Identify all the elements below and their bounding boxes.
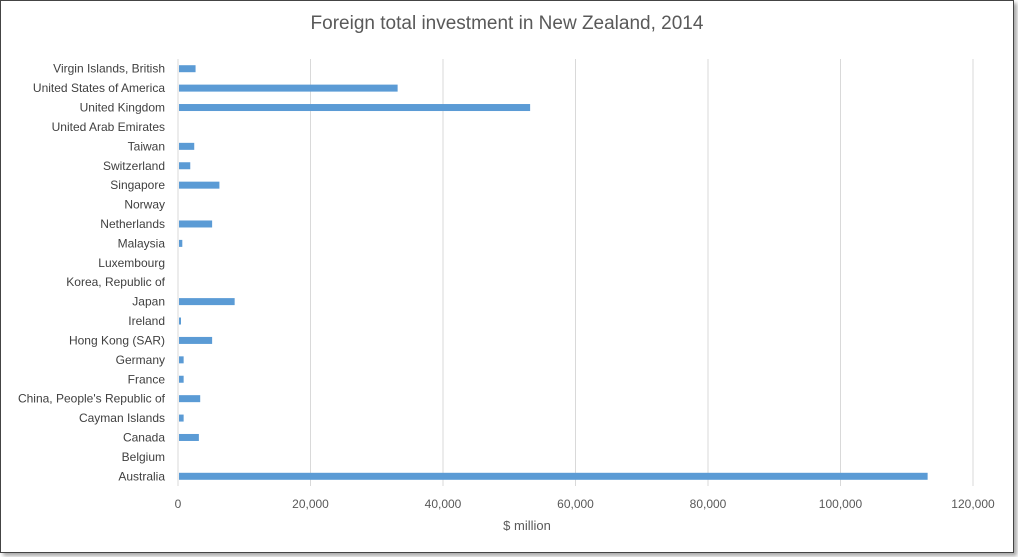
category-label: United Kingdom bbox=[80, 101, 165, 115]
bar bbox=[179, 298, 235, 306]
category-label: Korea, Republic of bbox=[66, 275, 165, 289]
category-label: Switzerland bbox=[103, 159, 165, 173]
x-tick-label: 20,000 bbox=[292, 497, 329, 511]
bar bbox=[179, 375, 184, 383]
bar bbox=[179, 395, 201, 403]
category-label: Australia bbox=[118, 469, 165, 483]
x-tick-label: 120,000 bbox=[951, 497, 995, 511]
bar bbox=[179, 220, 213, 228]
category-label: Singapore bbox=[110, 178, 165, 192]
bar bbox=[179, 181, 220, 189]
chart-title: Foreign total investment in New Zealand,… bbox=[310, 13, 704, 34]
category-label: Virgin Islands, British bbox=[53, 62, 165, 76]
category-label: Ireland bbox=[128, 314, 165, 328]
category-label: Japan bbox=[132, 295, 165, 309]
bar bbox=[179, 356, 184, 364]
category-label: Taiwan bbox=[128, 139, 165, 153]
category-label: Malaysia bbox=[118, 236, 166, 250]
category-label: Belgium bbox=[122, 450, 165, 464]
bar bbox=[179, 336, 213, 344]
category-label: Luxembourg bbox=[98, 256, 165, 270]
category-label: Netherlands bbox=[100, 217, 165, 231]
category-label: United Arab Emirates bbox=[52, 120, 165, 134]
x-tick-label: 40,000 bbox=[425, 497, 462, 511]
bar bbox=[179, 84, 398, 92]
x-tick-label: 80,000 bbox=[690, 497, 727, 511]
category-label: Norway bbox=[124, 198, 165, 212]
x-tick-label: 100,000 bbox=[819, 497, 863, 511]
category-label: Cayman Islands bbox=[79, 411, 165, 425]
category-label: France bbox=[128, 372, 166, 386]
category-label: China, People's Republic of bbox=[18, 392, 166, 406]
category-label: Hong Kong (SAR) bbox=[69, 333, 165, 347]
bar bbox=[179, 433, 199, 441]
bar bbox=[179, 239, 183, 247]
category-label: Canada bbox=[123, 430, 165, 444]
bar bbox=[179, 162, 191, 170]
category-label: Germany bbox=[116, 353, 165, 367]
bar bbox=[179, 317, 181, 325]
x-tick-label: 0 bbox=[175, 497, 182, 511]
category-label: United States of America bbox=[33, 81, 165, 95]
x-tick-label: 60,000 bbox=[557, 497, 594, 511]
bar bbox=[179, 65, 196, 73]
bar bbox=[179, 472, 928, 480]
bar bbox=[179, 104, 531, 112]
bar bbox=[179, 142, 195, 150]
bar bbox=[179, 414, 184, 422]
x-axis-title: $ million bbox=[503, 518, 551, 533]
